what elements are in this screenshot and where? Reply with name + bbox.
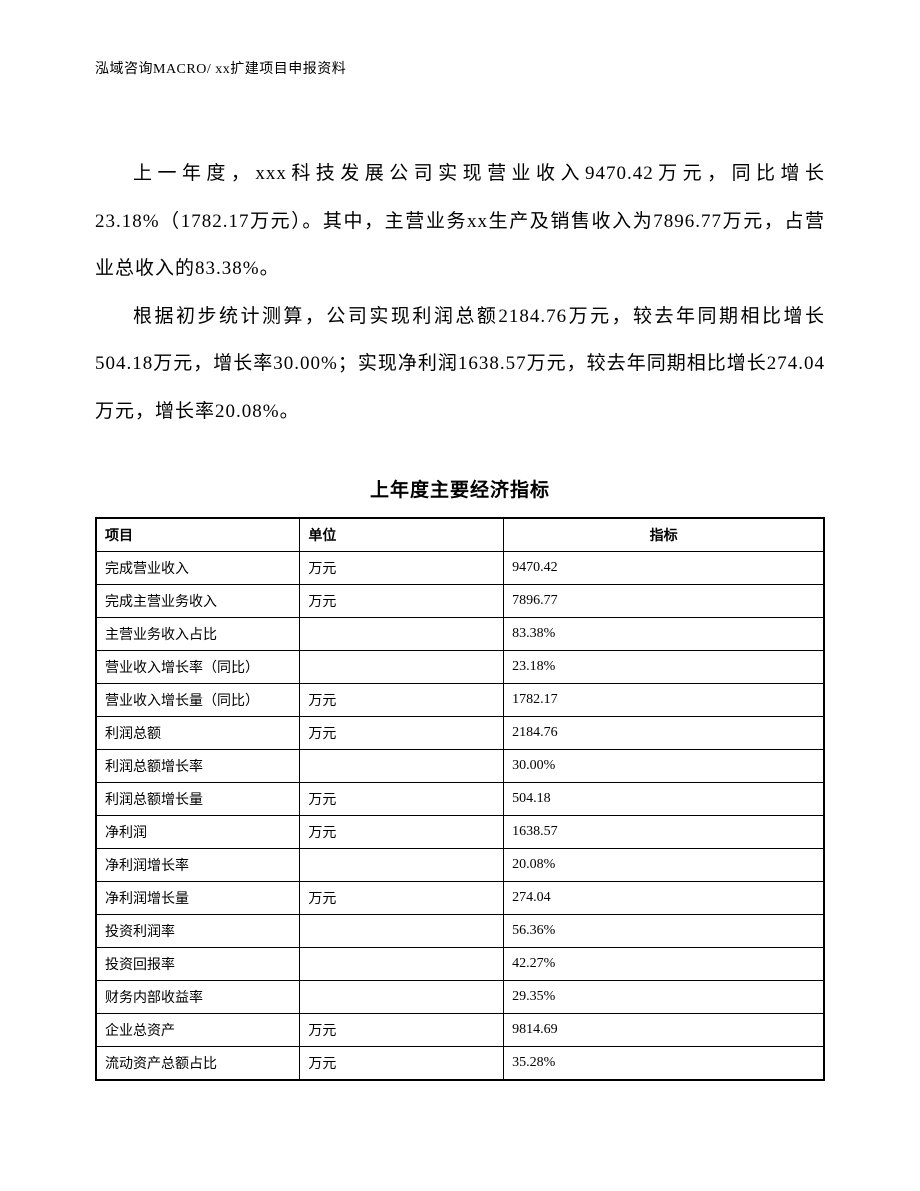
table-row: 利润总额增长量万元504.18 — [96, 783, 824, 816]
column-header-indicator: 指标 — [504, 518, 824, 552]
table-cell-unit: 万元 — [300, 816, 504, 849]
table-cell-indicator: 30.00% — [504, 750, 824, 783]
column-header-item: 项目 — [96, 518, 300, 552]
table-row: 利润总额增长率 30.00% — [96, 750, 824, 783]
paragraph-1: 上一年度，xxx科技发展公司实现营业收入9470.42万元，同比增长23.18%… — [95, 150, 825, 293]
table-cell-unit: 万元 — [300, 585, 504, 618]
table-cell-unit — [300, 750, 504, 783]
table-row: 净利润万元1638.57 — [96, 816, 824, 849]
table-row: 投资利润率 56.36% — [96, 915, 824, 948]
paragraph-2: 根据初步统计测算，公司实现利润总额2184.76万元，较去年同期相比增长504.… — [95, 293, 825, 436]
table-cell-unit — [300, 948, 504, 981]
table-cell-item: 主营业务收入占比 — [96, 618, 300, 651]
table-title: 上年度主要经济指标 — [95, 475, 825, 502]
table-cell-item: 投资利润率 — [96, 915, 300, 948]
table-cell-indicator: 2184.76 — [504, 717, 824, 750]
table-cell-indicator: 1638.57 — [504, 816, 824, 849]
table-row: 企业总资产万元9814.69 — [96, 1014, 824, 1047]
table-cell-unit: 万元 — [300, 1014, 504, 1047]
economic-indicators-table: 项目 单位 指标 完成营业收入万元9470.42完成主营业务收入万元7896.7… — [95, 517, 825, 1081]
table-cell-item: 净利润增长率 — [96, 849, 300, 882]
table-cell-item: 利润总额增长率 — [96, 750, 300, 783]
table-row: 流动资产总额占比万元35.28% — [96, 1047, 824, 1081]
table-row: 营业收入增长率（同比） 23.18% — [96, 651, 824, 684]
table-cell-unit: 万元 — [300, 1047, 504, 1081]
table-cell-item: 流动资产总额占比 — [96, 1047, 300, 1081]
table-cell-indicator: 42.27% — [504, 948, 824, 981]
table-row: 完成营业收入万元9470.42 — [96, 552, 824, 585]
table-cell-unit: 万元 — [300, 552, 504, 585]
table-cell-indicator: 35.28% — [504, 1047, 824, 1081]
table-cell-item: 净利润增长量 — [96, 882, 300, 915]
table-cell-unit — [300, 618, 504, 651]
table-cell-unit: 万元 — [300, 882, 504, 915]
main-content: 上一年度，xxx科技发展公司实现营业收入9470.42万元，同比增长23.18%… — [95, 150, 825, 1081]
table-cell-item: 完成营业收入 — [96, 552, 300, 585]
table-cell-indicator: 20.08% — [504, 849, 824, 882]
table-row: 营业收入增长量（同比）万元1782.17 — [96, 684, 824, 717]
table-cell-indicator: 83.38% — [504, 618, 824, 651]
table-cell-indicator: 23.18% — [504, 651, 824, 684]
table-cell-indicator: 274.04 — [504, 882, 824, 915]
table-cell-item: 利润总额增长量 — [96, 783, 300, 816]
table-cell-item: 营业收入增长量（同比） — [96, 684, 300, 717]
table-cell-unit — [300, 981, 504, 1014]
table-row: 主营业务收入占比 83.38% — [96, 618, 824, 651]
table-header-row: 项目 单位 指标 — [96, 518, 824, 552]
table-cell-item: 营业收入增长率（同比） — [96, 651, 300, 684]
table-cell-indicator: 9470.42 — [504, 552, 824, 585]
table-cell-indicator: 1782.17 — [504, 684, 824, 717]
table-cell-item: 投资回报率 — [96, 948, 300, 981]
table-row: 投资回报率 42.27% — [96, 948, 824, 981]
table-cell-item: 利润总额 — [96, 717, 300, 750]
table-cell-indicator: 504.18 — [504, 783, 824, 816]
table-row: 利润总额万元2184.76 — [96, 717, 824, 750]
page-header: 泓域咨询MACRO/ xx扩建项目申报资料 — [95, 58, 346, 78]
table-cell-item: 企业总资产 — [96, 1014, 300, 1047]
table-row: 财务内部收益率 29.35% — [96, 981, 824, 1014]
table-cell-unit: 万元 — [300, 783, 504, 816]
table-cell-indicator: 7896.77 — [504, 585, 824, 618]
table-row: 净利润增长率 20.08% — [96, 849, 824, 882]
table-cell-item: 净利润 — [96, 816, 300, 849]
table-cell-unit — [300, 651, 504, 684]
table-cell-item: 完成主营业务收入 — [96, 585, 300, 618]
table-cell-indicator: 29.35% — [504, 981, 824, 1014]
table-cell-indicator: 56.36% — [504, 915, 824, 948]
table-cell-unit — [300, 849, 504, 882]
table-cell-unit — [300, 915, 504, 948]
table-row: 完成主营业务收入万元7896.77 — [96, 585, 824, 618]
table-cell-indicator: 9814.69 — [504, 1014, 824, 1047]
table-cell-unit: 万元 — [300, 717, 504, 750]
column-header-unit: 单位 — [300, 518, 504, 552]
table-cell-unit: 万元 — [300, 684, 504, 717]
table-cell-item: 财务内部收益率 — [96, 981, 300, 1014]
table-row: 净利润增长量万元274.04 — [96, 882, 824, 915]
